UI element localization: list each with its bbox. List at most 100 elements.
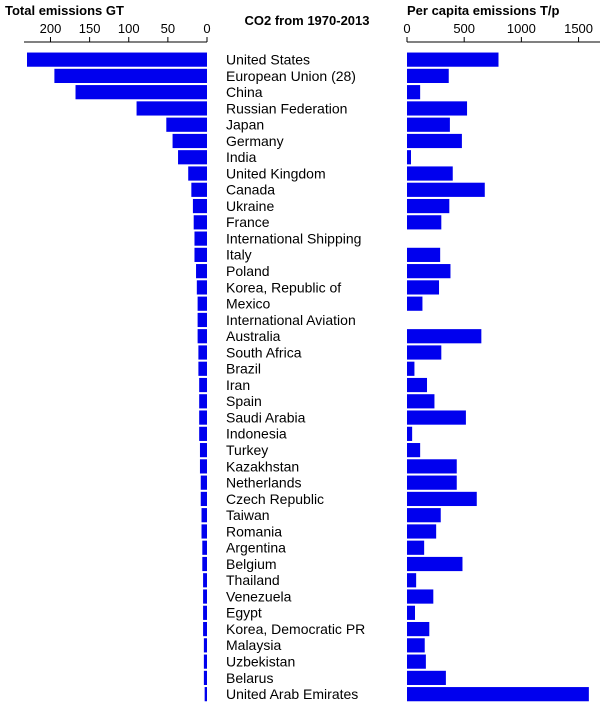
total-bar bbox=[199, 377, 207, 393]
total-bar bbox=[136, 101, 207, 116]
per-capita-bar bbox=[407, 361, 415, 376]
total-bar bbox=[199, 426, 207, 441]
country-label: South Africa bbox=[226, 344, 302, 360]
total-bar bbox=[198, 361, 207, 376]
country-label: Ukraine bbox=[226, 198, 274, 214]
country-label: Indonesia bbox=[226, 426, 287, 442]
country-label: Iran bbox=[226, 377, 250, 393]
country-label: Romania bbox=[226, 523, 282, 539]
per-capita-bar bbox=[407, 101, 468, 116]
per-capita-bar bbox=[407, 524, 437, 539]
country-label: Korea, Democratic PR bbox=[226, 621, 365, 637]
per-capita-bar bbox=[407, 638, 425, 653]
total-tick-label: 150 bbox=[79, 21, 101, 36]
total-bar bbox=[166, 117, 207, 132]
total-bar bbox=[203, 670, 207, 685]
country-label: Kazakhstan bbox=[226, 458, 299, 474]
chart-title: CO2 from 1970-2013 bbox=[244, 13, 369, 28]
per-capita-bar bbox=[407, 605, 416, 620]
total-bar bbox=[197, 296, 207, 311]
country-label: Korea, Republic of bbox=[226, 279, 341, 295]
country-label: United States bbox=[226, 52, 310, 68]
per-capita-bar bbox=[407, 589, 434, 604]
per-capita-bar bbox=[407, 345, 442, 360]
country-label: Taiwan bbox=[226, 507, 270, 523]
total-bar bbox=[203, 654, 207, 669]
country-label: United Arab Emirates bbox=[226, 686, 358, 702]
per-capita-bar bbox=[407, 491, 477, 507]
per-capita-bar bbox=[407, 459, 457, 474]
country-label: Italy bbox=[226, 247, 252, 263]
total-bar bbox=[204, 687, 207, 702]
country-label: International Shipping bbox=[226, 230, 361, 246]
total-bar bbox=[193, 215, 207, 230]
total-bar bbox=[203, 589, 207, 604]
per-capita-tick-label: 1000 bbox=[507, 21, 536, 36]
total-bar bbox=[197, 329, 207, 344]
total-bar bbox=[54, 68, 208, 84]
per-capita-bar bbox=[407, 198, 450, 214]
per-capita-bar bbox=[407, 52, 499, 67]
country-label: Belarus bbox=[226, 670, 273, 686]
total-bar bbox=[194, 247, 207, 262]
per-capita-bar bbox=[407, 215, 442, 230]
country-label: International Aviation bbox=[226, 312, 356, 328]
total-bar bbox=[203, 605, 207, 620]
total-bar bbox=[188, 166, 207, 181]
per-capita-tick-label: 1500 bbox=[564, 21, 593, 36]
per-capita-bar bbox=[407, 296, 423, 311]
per-capita-bar bbox=[407, 377, 428, 393]
country-label: Malaysia bbox=[226, 637, 281, 653]
total-bar bbox=[203, 573, 207, 588]
per-capita-bar bbox=[407, 410, 466, 425]
per-capita-bar bbox=[407, 654, 426, 669]
total-bar bbox=[199, 410, 207, 425]
country-label: Canada bbox=[226, 182, 275, 198]
per-capita-tick-label: 500 bbox=[453, 21, 475, 36]
total-bar bbox=[178, 150, 207, 165]
per-capita-bar bbox=[407, 426, 413, 441]
per-capita-bar bbox=[407, 264, 451, 279]
total-bar bbox=[172, 133, 207, 149]
country-label: Turkey bbox=[226, 442, 268, 458]
total-bar bbox=[196, 264, 207, 279]
per-capita-bar bbox=[407, 166, 453, 181]
total-bar bbox=[27, 52, 207, 67]
total-tick-label: 100 bbox=[118, 21, 140, 36]
total-bar bbox=[196, 280, 207, 295]
country-label: Brazil bbox=[226, 361, 261, 377]
total-bar bbox=[201, 524, 207, 539]
per-capita-bar bbox=[407, 540, 425, 555]
per-capita-bar bbox=[407, 687, 589, 702]
country-label: Poland bbox=[226, 263, 270, 279]
total-bar bbox=[198, 345, 207, 360]
country-label: France bbox=[226, 214, 270, 230]
country-label: Thailand bbox=[226, 572, 280, 588]
total-bar bbox=[201, 508, 207, 523]
country-label: Argentina bbox=[226, 540, 286, 556]
country-label: Australia bbox=[226, 328, 281, 344]
country-label: Uzbekistan bbox=[226, 653, 295, 669]
total-bar bbox=[75, 85, 208, 100]
country-label: Netherlands bbox=[226, 475, 302, 491]
per-capita-bar bbox=[407, 329, 482, 344]
total-tick-label: 50 bbox=[161, 21, 175, 36]
total-bar bbox=[202, 556, 207, 572]
country-label: United Kingdom bbox=[226, 165, 326, 181]
country-label: India bbox=[226, 149, 257, 165]
total-bar bbox=[203, 638, 207, 653]
country-label: China bbox=[226, 84, 263, 100]
per-capita-bar bbox=[407, 150, 412, 165]
per-capita-panel-title: Per capita emissions T/p bbox=[407, 3, 560, 18]
per-capita-bar bbox=[407, 85, 421, 100]
per-capita-bar bbox=[407, 68, 449, 84]
total-bar bbox=[199, 394, 207, 409]
per-capita-bar bbox=[407, 247, 441, 262]
country-label: Belgium bbox=[226, 556, 277, 572]
total-panel-title: Total emissions GT bbox=[5, 3, 124, 18]
country-label: Venezuela bbox=[226, 588, 292, 604]
total-bar bbox=[192, 198, 207, 214]
total-bar bbox=[203, 621, 207, 637]
